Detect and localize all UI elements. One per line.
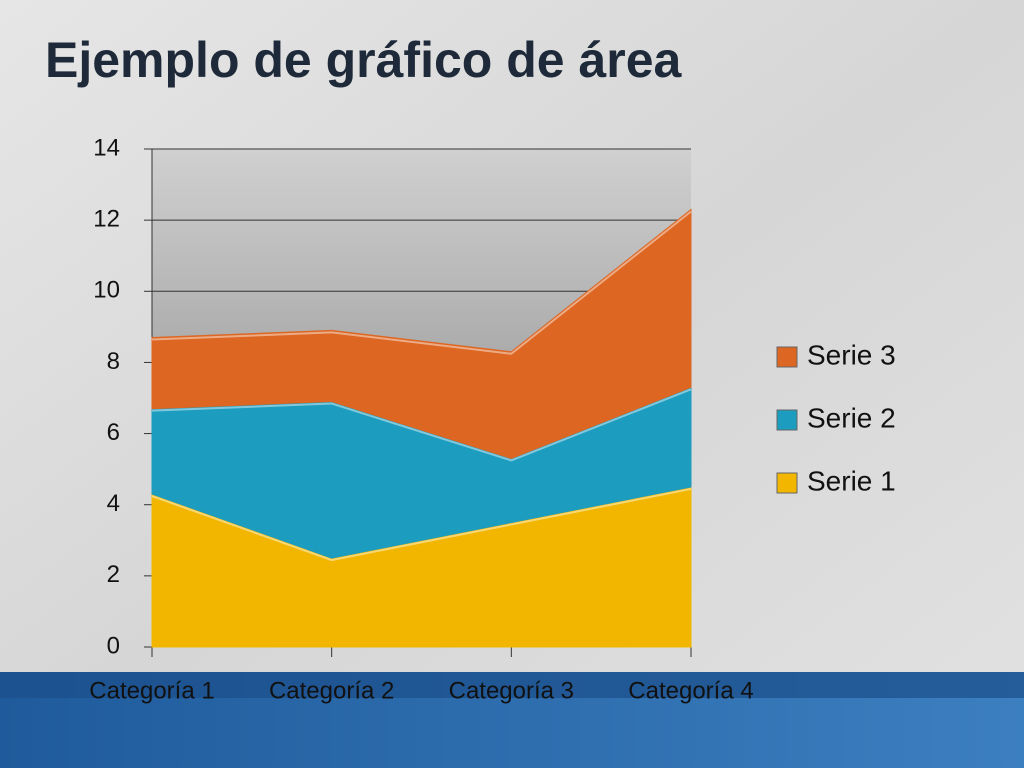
y-tick-label: 4 <box>107 490 120 517</box>
legend-label: Serie 1 <box>807 465 896 496</box>
x-tick-label: Categoría 2 <box>269 677 394 704</box>
y-tick-label: 12 <box>93 205 120 232</box>
legend-label: Serie 2 <box>807 402 896 433</box>
x-tick-label: Categoría 1 <box>89 677 214 704</box>
y-tick-label: 2 <box>107 561 120 588</box>
x-tick-label: Categoría 4 <box>628 677 753 704</box>
y-tick-label: 8 <box>107 348 120 375</box>
legend-key <box>776 409 798 431</box>
area <box>151 208 692 460</box>
legend-label: Serie 3 <box>807 339 896 370</box>
area-edge <box>151 210 692 355</box>
footer-stripe <box>0 672 1024 698</box>
y-tick-label: 14 <box>93 134 120 161</box>
y-tick-label: 10 <box>93 277 120 304</box>
legend-key <box>776 472 798 494</box>
y-tick-label: 6 <box>107 419 120 446</box>
legend-key <box>776 346 798 368</box>
area-edge <box>151 487 692 562</box>
area-edge <box>151 388 692 462</box>
x-tick-label: Categoría 3 <box>449 677 574 704</box>
y-tick-label: 0 <box>107 632 120 659</box>
chart-title: Ejemplo de gráfico de área <box>45 32 683 88</box>
